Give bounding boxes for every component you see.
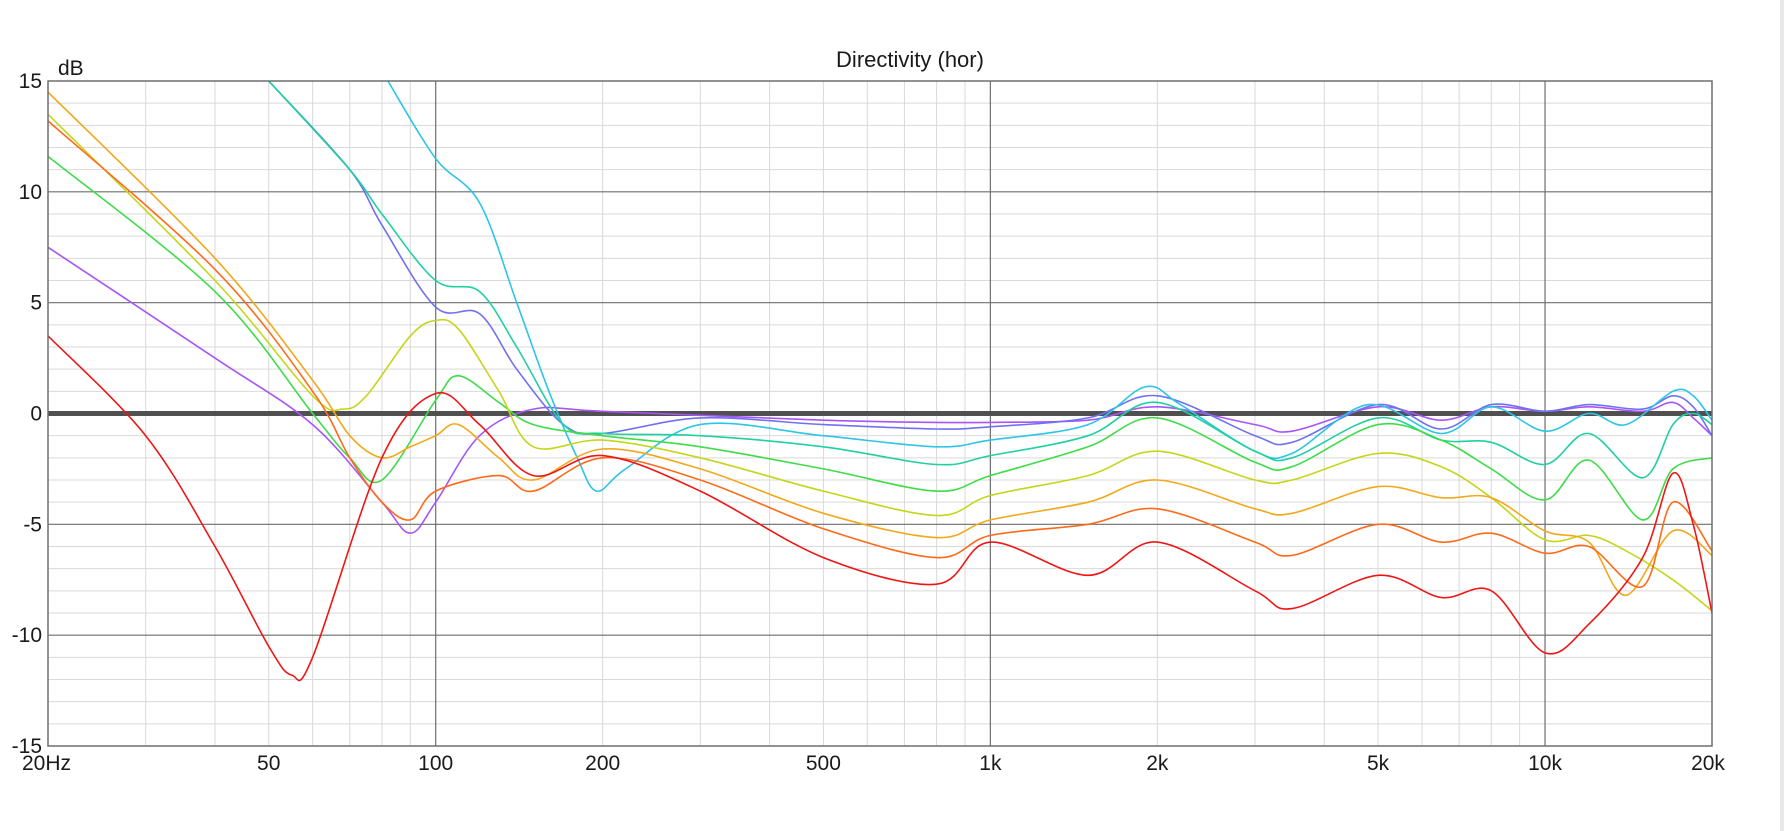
series-line-3 xyxy=(387,81,1712,492)
series-line-8 xyxy=(48,120,1712,588)
y-axis-unit-label: dB xyxy=(58,57,84,80)
series-line-6 xyxy=(48,113,1712,612)
x-axis-ticks: 20Hz 50 100 200 500 1k 2k 5k 10k 20k xyxy=(22,752,1725,775)
y-tick-label: 0 xyxy=(30,403,42,426)
y-tick-label: -10 xyxy=(12,624,42,647)
series-line-5 xyxy=(48,155,1712,521)
x-tick-label: 50 xyxy=(257,752,280,775)
series-line-9 xyxy=(48,335,1712,682)
series-line-1 xyxy=(48,246,1712,534)
x-tick-label: 2k xyxy=(1146,752,1169,775)
chart-title: Directivity (hor) xyxy=(836,47,984,72)
x-tick-label: 500 xyxy=(806,752,841,775)
x-tick-label: 200 xyxy=(585,752,620,775)
x-tick-label: 20Hz xyxy=(22,752,71,775)
y-tick-label: 10 xyxy=(19,181,42,204)
plot-frame xyxy=(47,80,1713,747)
x-tick-label: 100 xyxy=(418,752,453,775)
y-tick-label: 5 xyxy=(30,292,42,315)
series-line-2 xyxy=(268,81,1712,446)
series-line-4 xyxy=(268,81,1712,479)
x-tick-label: 10k xyxy=(1528,752,1562,775)
y-tick-label: 15 xyxy=(19,70,42,93)
x-tick-label: 5k xyxy=(1367,752,1390,775)
y-tick-label: -15 xyxy=(12,735,42,758)
x-tick-label: 1k xyxy=(979,752,1002,775)
window-edge xyxy=(1780,0,1784,831)
series-line-7 xyxy=(48,91,1712,597)
y-axis-ticks: 15 10 5 0 -5 -10 -15 xyxy=(12,70,42,758)
y-tick-label: -5 xyxy=(23,513,42,536)
series-layer xyxy=(48,81,1712,682)
x-tick-label: 20k xyxy=(1691,752,1725,775)
